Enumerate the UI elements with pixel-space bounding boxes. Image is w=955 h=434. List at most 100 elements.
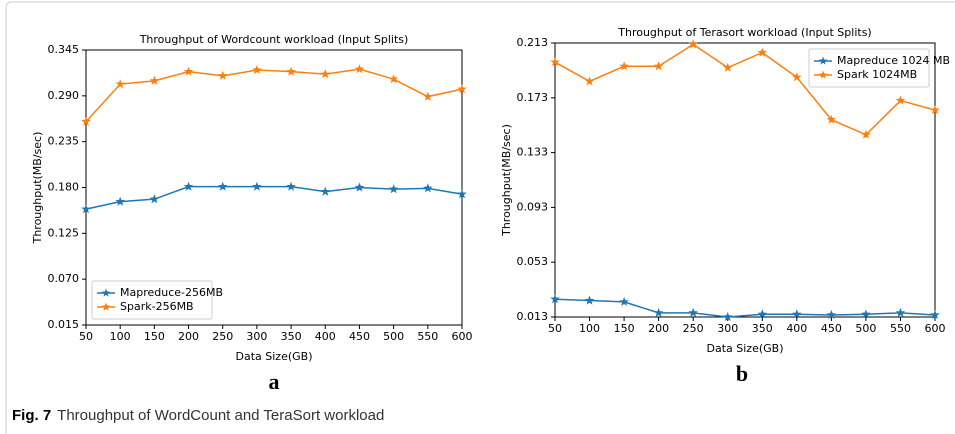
x-tick-label: 550	[890, 322, 911, 335]
y-tick-label: 0.093	[517, 200, 549, 213]
point-marker	[895, 307, 906, 317]
legend-label: Mapreduce 1024 MB	[837, 54, 950, 67]
point-marker	[320, 186, 330, 196]
point-marker	[895, 95, 906, 105]
point-marker	[688, 307, 698, 317]
caption-text: Throughput of WordCount and TeraSort wor…	[57, 407, 384, 424]
y-tick-label: 0.213	[517, 36, 549, 49]
x-tick-label: 350	[752, 322, 773, 335]
point-marker	[423, 183, 433, 193]
point-marker	[861, 309, 871, 319]
x-tick-label: 400	[315, 330, 336, 343]
panel-label: b	[736, 361, 748, 386]
legend-box	[91, 280, 213, 320]
chart-title: Throughput of Wordcount workload (Input …	[139, 33, 409, 46]
point-marker	[320, 69, 330, 79]
y-tick-label: 0.173	[517, 91, 549, 104]
x-tick-label: 200	[648, 322, 669, 335]
point-marker	[218, 70, 228, 80]
point-marker	[115, 79, 125, 89]
point-marker	[252, 181, 262, 191]
x-tick-label: 600	[452, 330, 473, 343]
point-marker	[252, 65, 262, 74]
x-tick-label: 500	[855, 322, 876, 335]
y-tick-label: 0.053	[517, 255, 549, 268]
point-marker	[826, 114, 837, 124]
x-tick-label: 300	[717, 322, 738, 335]
series-line	[554, 43, 936, 136]
point-marker	[550, 57, 560, 67]
legend-marker	[818, 70, 828, 79]
point-marker	[757, 47, 767, 57]
x-tick-label: 250	[212, 330, 233, 343]
point-marker	[723, 62, 733, 72]
plot-frame	[85, 49, 463, 326]
x-tick-label: 450	[349, 330, 370, 343]
point-marker	[653, 61, 664, 71]
y-tick-label: 0.180	[48, 181, 80, 194]
x-tick-label: 150	[144, 330, 165, 343]
y-tick-label: 0.015	[48, 318, 80, 331]
frame	[5, 1, 955, 434]
legend-box	[808, 48, 930, 88]
x-axis-label: Data Size(GB)	[236, 350, 313, 363]
x-axis-label: Data Size(GB)	[707, 342, 784, 355]
chart-title: Throughput of Terasort workload (Input S…	[617, 26, 871, 39]
point-marker	[286, 66, 296, 76]
point-marker	[619, 61, 629, 71]
point-marker	[792, 72, 802, 82]
y-tick-label: 0.133	[517, 146, 549, 159]
point-marker	[457, 189, 467, 199]
point-marker	[354, 182, 365, 192]
legend-label: Spark 1024MB	[837, 68, 917, 81]
legend-marker	[101, 302, 111, 311]
caption: Fig. 7 Throughput of WordCount and TeraSo…	[12, 407, 384, 424]
y-tick-label: 0.070	[48, 272, 80, 285]
point-marker	[930, 309, 940, 319]
point-marker	[688, 39, 698, 49]
point-marker	[81, 204, 91, 214]
caption-label: Fig. 7	[12, 407, 51, 424]
point-marker	[619, 296, 629, 306]
x-tick-label: 100	[110, 330, 131, 343]
y-tick-label: 0.290	[48, 89, 80, 102]
x-tick-label: 450	[821, 322, 842, 335]
x-tick-label: 200	[178, 330, 199, 343]
legend-marker	[101, 288, 111, 297]
series-line	[85, 185, 463, 210]
y-tick-label: 0.125	[48, 226, 80, 239]
legend-marker	[818, 56, 828, 65]
y-axis-label: Throughput(MB/sec)	[31, 132, 44, 245]
point-marker	[792, 309, 802, 319]
x-tick-label: 150	[614, 322, 635, 335]
point-marker	[115, 196, 125, 206]
x-tick-label: 600	[925, 322, 946, 335]
x-tick-label: 500	[383, 330, 404, 343]
point-marker	[183, 66, 194, 76]
y-tick-label: 0.013	[517, 310, 549, 323]
y-tick-label: 0.345	[48, 43, 80, 56]
point-marker	[457, 84, 467, 94]
point-marker	[757, 309, 767, 319]
panel-label: a	[269, 369, 280, 394]
plot-frame	[554, 42, 936, 318]
x-tick-label: 50	[79, 330, 93, 343]
x-tick-label: 250	[683, 322, 704, 335]
point-marker	[183, 181, 194, 191]
point-marker	[354, 64, 365, 74]
legend-label: Mapreduce-256MB	[120, 286, 223, 299]
point-marker	[423, 91, 433, 101]
legend-label: Spark-256MB	[120, 300, 194, 313]
point-marker	[149, 194, 160, 204]
point-marker	[723, 312, 733, 321]
x-tick-label: 100	[579, 322, 600, 335]
point-marker	[584, 76, 595, 86]
point-marker	[388, 74, 399, 84]
point-marker	[584, 295, 595, 305]
point-marker	[861, 129, 871, 139]
y-axis-label: Throughput(MB/sec)	[500, 124, 513, 237]
series-line	[85, 68, 463, 123]
point-marker	[218, 181, 228, 191]
